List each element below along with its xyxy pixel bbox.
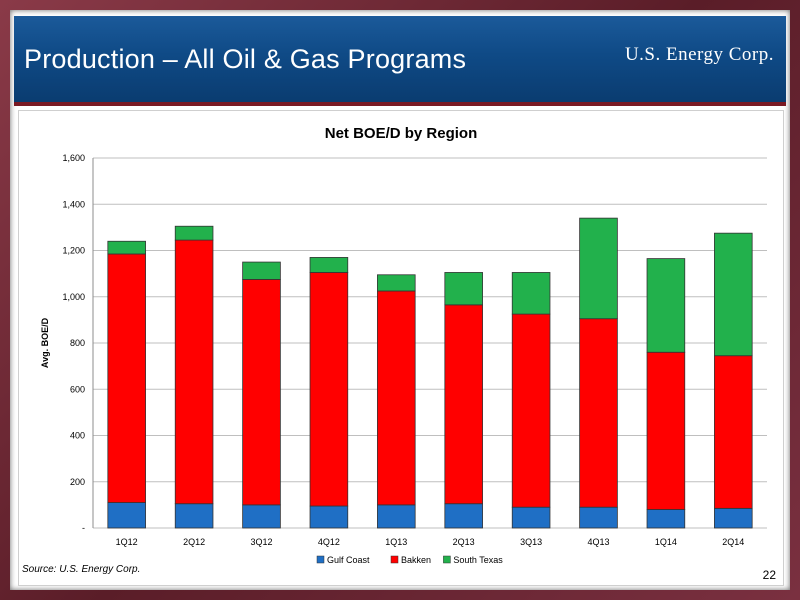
legend-swatch	[390, 555, 399, 564]
x-axis-ticks: 1Q12 2Q12 3Q12 4Q12 1Q13 2Q13 3Q13 4Q13 1Q14 2Q14	[116, 537, 745, 547]
x-tick-label: 1Q14	[655, 537, 677, 547]
bars	[107, 217, 753, 529]
bar-south-texas	[377, 274, 416, 292]
x-tick-label: 2Q12	[183, 537, 205, 547]
bar-bakken	[579, 318, 618, 508]
slide-header: Production – All Oil & Gas Programs U.S.…	[14, 16, 786, 106]
bar-chart: Net BOE/D by Region Avg. BOE/D - 200 400 60…	[40, 125, 767, 565]
bar-gulf-coast	[309, 505, 349, 529]
bar-south-texas	[107, 240, 146, 255]
y-tick-label: 1,200	[62, 246, 85, 256]
bar-south-texas	[511, 272, 551, 315]
y-axis-ticks: - 200 400 600 800 1,000 1,200 1,400 1,600	[62, 153, 85, 533]
bar-gulf-coast	[714, 507, 753, 529]
bar-south-texas	[242, 261, 281, 280]
bar-south-texas	[579, 217, 618, 320]
bar-south-texas	[646, 258, 686, 353]
x-tick-label: 3Q13	[520, 537, 542, 547]
legend-swatch	[316, 555, 325, 564]
bar-gulf-coast	[242, 504, 281, 529]
bar-bakken	[107, 253, 146, 503]
x-tick-label: 4Q12	[318, 537, 340, 547]
bar-gulf-coast	[579, 506, 618, 529]
bar-bakken	[444, 304, 483, 505]
bar-bakken	[242, 279, 281, 506]
y-tick-label: 200	[70, 477, 85, 487]
x-tick-label: 1Q12	[116, 537, 138, 547]
bar-south-texas	[309, 257, 349, 273]
bar-gulf-coast	[107, 502, 146, 529]
source-note: Source: U.S. Energy Corp.	[22, 564, 141, 575]
legend-label: Gulf Coast	[327, 555, 370, 565]
bar-gulf-coast	[511, 506, 551, 529]
page-number: 22	[762, 568, 776, 582]
y-tick-label: 400	[70, 431, 85, 441]
bar-south-texas	[174, 225, 214, 241]
legend-label: South Texas	[453, 555, 503, 565]
legend-swatch	[443, 555, 451, 564]
bar-bakken	[174, 239, 214, 505]
y-tick-label: 1,000	[62, 292, 85, 302]
x-tick-label: 3Q12	[250, 537, 272, 547]
bar-south-texas	[444, 272, 483, 306]
chart-title: Net BOE/D by Region	[325, 125, 478, 142]
y-tick-label: 600	[70, 384, 85, 394]
legend-label: Bakken	[401, 555, 431, 565]
x-tick-label: 2Q14	[722, 537, 744, 547]
bar-south-texas	[714, 232, 753, 357]
bar-bakken	[377, 290, 416, 506]
bar-gulf-coast	[377, 504, 416, 529]
bar-bakken	[646, 351, 686, 510]
bar-gulf-coast	[646, 509, 686, 529]
bar-gulf-coast	[174, 503, 214, 529]
y-tick-label: 800	[70, 338, 85, 348]
legend: Gulf Coast Bakken South Texas	[316, 555, 503, 565]
bar-bakken	[714, 355, 753, 509]
x-tick-label: 4Q13	[587, 537, 609, 547]
y-tick-label: -	[82, 523, 85, 533]
y-axis-label: Avg. BOE/D	[40, 317, 50, 368]
slide-title: Production – All Oil & Gas Programs	[24, 44, 467, 74]
bar-bakken	[511, 313, 551, 508]
company-logo: U.S. Energy Corp.	[624, 44, 774, 65]
bar-gulf-coast	[444, 503, 483, 529]
chart-area: Net BOE/D by Region Avg. BOE/D - 200 400 60…	[18, 110, 784, 586]
bar-bakken	[309, 272, 349, 507]
y-tick-label: 1,600	[62, 153, 85, 163]
x-tick-label: 1Q13	[385, 537, 407, 547]
y-tick-label: 1,400	[62, 199, 85, 209]
x-tick-label: 2Q13	[453, 537, 475, 547]
